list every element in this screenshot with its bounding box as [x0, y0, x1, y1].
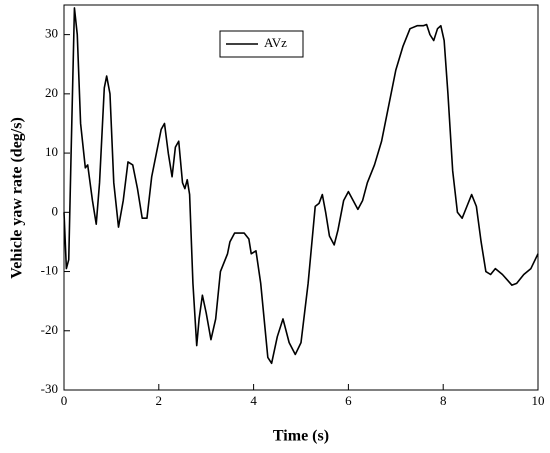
- legend-label: AVz: [264, 35, 287, 50]
- series-line: [63, 7, 539, 365]
- y-tick-label: 30: [45, 26, 58, 41]
- y-axis-title: Vehicle yaw rate (deg/s): [9, 117, 26, 279]
- x-tick-label: 0: [61, 393, 68, 408]
- y-tick-label: 0: [52, 203, 59, 218]
- x-tick-label: 10: [532, 393, 545, 408]
- x-tick-label: 2: [156, 393, 163, 408]
- y-tick-label: 20: [45, 85, 58, 100]
- y-tick-label: -30: [41, 381, 58, 396]
- y-tick-label: 10: [45, 144, 58, 159]
- y-tick-label: -20: [41, 322, 58, 337]
- x-tick-label: 4: [250, 393, 257, 408]
- x-tick-label: 6: [345, 393, 352, 408]
- x-tick-label: 8: [440, 393, 447, 408]
- plot-frame: [63, 4, 539, 391]
- x-axis-title: Time (s): [273, 428, 329, 445]
- y-tick-label: -10: [41, 263, 58, 278]
